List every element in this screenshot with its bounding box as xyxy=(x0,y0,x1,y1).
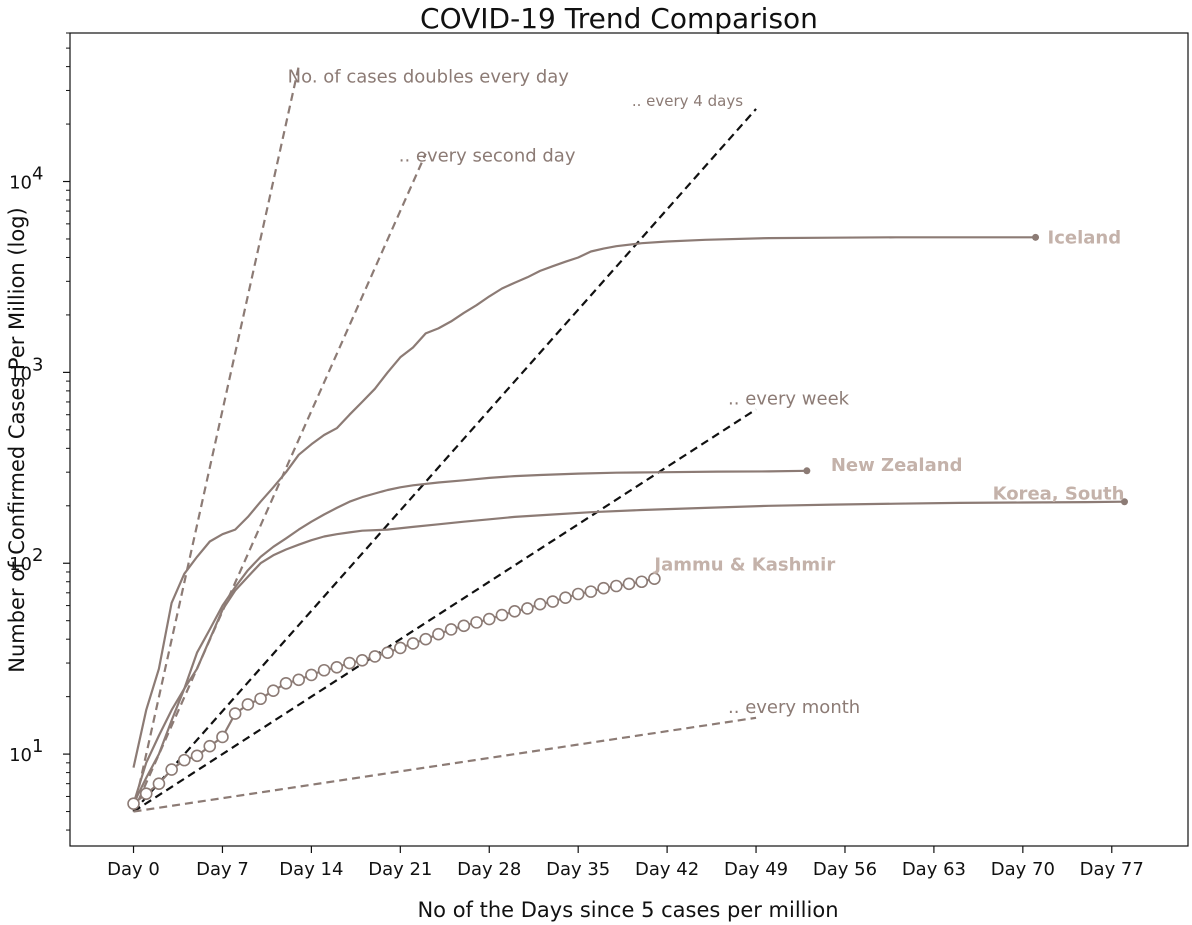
data-point xyxy=(609,579,623,593)
x-tick-label: Day 63 xyxy=(902,859,966,880)
data-point xyxy=(597,581,610,595)
reference-line-every-week xyxy=(132,408,757,813)
data-point xyxy=(482,612,496,626)
series-label-iceland: Iceland xyxy=(1048,227,1122,248)
y-tick-base: 10 xyxy=(9,363,32,384)
data-point xyxy=(406,637,420,650)
data-point xyxy=(292,673,305,687)
reference-label-no-of-cases-doubles-every-day: No. of cases doubles every day xyxy=(288,67,570,88)
y-tick-base: 10 xyxy=(9,745,32,766)
data-point xyxy=(178,753,191,767)
data-point xyxy=(279,676,293,690)
data-point xyxy=(152,777,166,790)
data-point xyxy=(571,587,585,601)
data-point xyxy=(203,739,217,753)
data-point xyxy=(559,591,572,604)
plot-frame xyxy=(69,32,1189,847)
series-line-iceland xyxy=(132,236,1036,768)
data-point xyxy=(241,698,255,711)
data-point xyxy=(355,654,369,667)
y-tick-base: 10 xyxy=(9,173,32,194)
series-line-jammu-kashmir xyxy=(132,577,655,805)
series-endpoint xyxy=(1120,498,1128,506)
data-point xyxy=(343,656,356,670)
x-axis-label: No of the Days since 5 cases per million xyxy=(417,898,838,922)
reference-line-every-4-days xyxy=(132,108,757,813)
data-point xyxy=(648,572,661,585)
series-label-jammu-kashmir: Jammu & Kashmir xyxy=(652,555,835,576)
data-point xyxy=(228,707,242,720)
reference-label-every-4-days: .. every 4 days xyxy=(632,92,743,110)
y-axis-label: Number of Confirmed Cases Per Million (l… xyxy=(5,207,29,673)
data-point xyxy=(190,749,204,763)
reference-line-every-month xyxy=(133,716,757,813)
data-point xyxy=(432,627,445,641)
x-tick-label: Day 77 xyxy=(1080,859,1144,880)
data-point xyxy=(508,605,521,618)
data-point xyxy=(457,619,471,633)
y-tick-label: 10 xyxy=(9,745,32,766)
series-line-new-zealand xyxy=(132,469,807,805)
data-point xyxy=(266,684,280,697)
data-point xyxy=(622,577,636,591)
y-tick-exponent: 4 xyxy=(32,164,43,185)
x-tick-label: Day 56 xyxy=(813,859,877,880)
reference-label-every-second-day: .. every second day xyxy=(399,146,576,167)
x-tick-label: Day 35 xyxy=(546,859,610,880)
data-point xyxy=(165,763,178,776)
x-tick-label: Day 7 xyxy=(196,859,249,880)
series-label-korea-south: Korea, South xyxy=(993,484,1125,505)
data-point xyxy=(254,692,267,706)
y-tick-exponent: 2 xyxy=(32,545,43,566)
data-point xyxy=(444,623,458,636)
y-tick-label: 10 xyxy=(9,554,32,575)
data-point xyxy=(635,575,649,589)
data-point xyxy=(495,608,509,622)
series-label-new-zealand: New Zealand xyxy=(831,455,963,476)
data-point xyxy=(546,595,560,608)
x-tick-label: Day 49 xyxy=(724,859,788,880)
chart-title: COVID-19 Trend Comparison xyxy=(420,2,818,35)
series-endpoint xyxy=(1032,233,1040,241)
reference-label-every-month: .. every month xyxy=(728,697,860,718)
data-point xyxy=(521,602,534,615)
y-tick-base: 10 xyxy=(9,554,32,575)
y-tick-exponent: 3 xyxy=(32,354,43,375)
x-tick-label: Day 0 xyxy=(107,859,160,880)
data-point xyxy=(317,663,331,677)
x-tick-label: Day 28 xyxy=(457,859,521,880)
x-tick-label: Day 21 xyxy=(368,859,432,880)
data-point xyxy=(470,616,483,629)
data-point xyxy=(394,641,407,655)
data-point xyxy=(533,597,547,611)
data-point xyxy=(127,797,140,810)
reference-line-no-of-cases-doubles-every-day xyxy=(132,66,300,812)
x-tick-label: Day 14 xyxy=(279,859,343,880)
data-point xyxy=(419,632,433,646)
y-tick-label: 10 xyxy=(9,173,32,194)
x-tick-label: Day 42 xyxy=(635,859,699,880)
series-line-korea-south xyxy=(132,500,1125,805)
plot-area: No. of cases doubles every day .. every s… xyxy=(127,66,1128,813)
y-tick-exponent: 1 xyxy=(32,736,43,757)
data-point xyxy=(584,585,598,598)
data-point xyxy=(305,668,318,682)
data-point xyxy=(368,650,382,663)
x-tick-label: Day 70 xyxy=(991,859,1055,880)
data-point xyxy=(330,660,344,674)
y-tick-label: 10 xyxy=(9,363,32,384)
series-endpoint xyxy=(803,467,811,475)
data-point xyxy=(216,730,229,744)
reference-label-every-week: .. every week xyxy=(728,388,850,409)
data-point xyxy=(139,787,153,801)
x-axis: Day 0 Day 7 Day 14 Day 21 Day 28 Day 35 Day 42… xyxy=(107,846,1144,880)
data-point xyxy=(381,646,394,659)
reference-line-every-second-day xyxy=(132,153,427,813)
